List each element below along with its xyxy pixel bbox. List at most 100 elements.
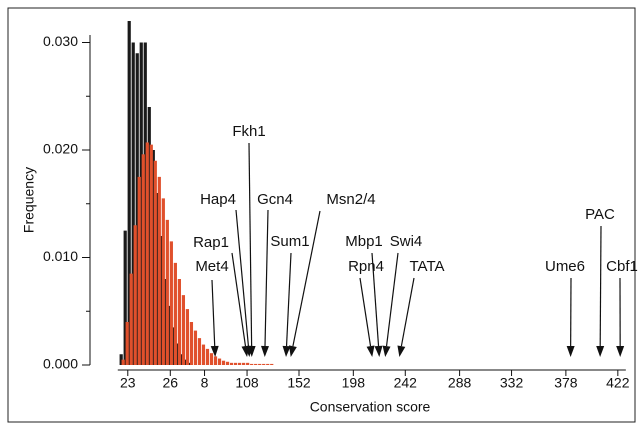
- bar: [175, 343, 179, 365]
- x-tick-label: 378: [554, 375, 578, 391]
- bar: [173, 262, 177, 365]
- bar: [201, 344, 206, 365]
- x-tick-label: 152: [287, 375, 311, 391]
- annotation-arrow: [400, 277, 415, 347]
- bar: [159, 236, 163, 365]
- bar: [187, 362, 192, 365]
- bar: [171, 327, 175, 365]
- bar: [254, 363, 258, 365]
- annotation-label: Rap1: [193, 234, 229, 251]
- bar: [270, 363, 274, 365]
- y-tick-label: 0.030: [43, 33, 78, 49]
- bar: [205, 348, 210, 365]
- x-tick-label: 242: [394, 375, 418, 391]
- x-tick-label: 108: [235, 375, 259, 391]
- arrow-head: [282, 345, 291, 357]
- arrow-head: [596, 345, 605, 357]
- annotation-label: Met4: [195, 258, 228, 275]
- annotation-label: Ume6: [545, 258, 585, 275]
- bar: [225, 361, 230, 365]
- bar: [238, 362, 242, 365]
- x-tick-label: 198: [342, 375, 366, 391]
- arrow-head: [261, 345, 270, 357]
- bar: [217, 358, 222, 365]
- bar: [121, 359, 125, 365]
- x-tick-label: 288: [448, 375, 472, 391]
- bar: [165, 219, 169, 365]
- bar: [133, 225, 137, 365]
- bar: [197, 338, 202, 365]
- arrow-head: [616, 345, 625, 357]
- annotation-arrow: [385, 252, 399, 347]
- bar: [163, 279, 167, 365]
- frame: [7, 7, 636, 423]
- y-tick-label: 0.010: [43, 248, 78, 264]
- bar: [213, 356, 218, 365]
- bar: [129, 273, 133, 365]
- annotation-label: Gcn4: [257, 191, 293, 208]
- annotation-label: Swi4: [390, 233, 423, 250]
- arrow-head: [374, 345, 383, 357]
- x-tick-label: 8: [201, 375, 209, 391]
- bar: [141, 154, 145, 365]
- bar: [258, 363, 262, 365]
- x-axis-title: Conservation score: [310, 399, 431, 415]
- x-tick-label: 23: [120, 375, 136, 391]
- bar: [242, 362, 246, 365]
- bar: [143, 42, 147, 365]
- arrow-head: [210, 345, 219, 357]
- bar: [167, 305, 171, 365]
- arrow-head: [247, 345, 256, 357]
- annotation-label: Hap4: [200, 191, 236, 208]
- bar: [145, 142, 149, 365]
- bar: [250, 363, 254, 365]
- bar: [127, 21, 131, 365]
- bar: [147, 107, 151, 365]
- annotation-arrow: [359, 277, 372, 347]
- annotation-label: Msn2/4: [326, 191, 375, 208]
- bar: [119, 354, 123, 365]
- annotation-arrow: [285, 252, 292, 347]
- annotation-arrow: [264, 209, 269, 347]
- bar: [135, 53, 139, 365]
- arrow-head: [566, 345, 575, 357]
- x-tick-label: 422: [606, 375, 630, 391]
- bar: [233, 362, 238, 365]
- bar: [189, 322, 194, 365]
- arrow-head: [288, 345, 297, 357]
- bar: [209, 353, 214, 365]
- annotation-label: Rpn4: [348, 258, 384, 275]
- y-tick-label: 0.000: [43, 356, 78, 372]
- arrow-head: [397, 345, 406, 357]
- bar: [229, 362, 234, 365]
- bar: [185, 309, 190, 365]
- annotation-label: Fkh1: [232, 123, 265, 140]
- y-tick-label: 0.020: [43, 141, 78, 157]
- bar: [153, 160, 157, 365]
- annotation-arrow: [211, 279, 216, 347]
- bar: [179, 354, 183, 365]
- arrow-head: [366, 345, 375, 357]
- y-axis-title: Frequency: [21, 167, 37, 233]
- bar: [161, 198, 165, 365]
- x-tick-label: 26: [163, 375, 179, 391]
- bar: [139, 42, 143, 365]
- annotation-label: TATA: [410, 258, 445, 275]
- bar: [266, 363, 270, 365]
- bar: [149, 144, 153, 365]
- annotation-arrow: [371, 252, 380, 347]
- bar: [177, 279, 181, 365]
- bar: [183, 359, 188, 365]
- annotation-arrow: [292, 210, 321, 347]
- bar: [246, 362, 250, 365]
- bar: [157, 176, 161, 365]
- annotation-arrow: [248, 142, 253, 347]
- bar: [262, 363, 266, 365]
- bar: [221, 360, 226, 365]
- annotation-label: Mbp1: [345, 233, 383, 250]
- annotation-label: PAC: [585, 206, 615, 223]
- annotation-arrow: [599, 225, 602, 347]
- arrow-head: [382, 345, 391, 357]
- bar: [169, 241, 173, 365]
- bar: [151, 150, 155, 365]
